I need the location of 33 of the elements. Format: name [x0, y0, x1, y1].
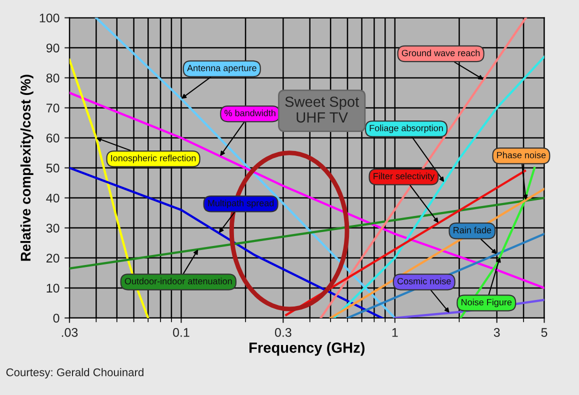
y-tick-label: 50: [46, 164, 60, 173]
text: Foliage absorption: [370, 124, 443, 134]
x-tick-label: 5: [541, 328, 548, 337]
text: Antenna aperture: [187, 64, 256, 74]
annotation: Sweet Spot UHF TV: [285, 96, 360, 123]
y-tick-label: 90: [46, 44, 60, 52]
text: % bandwidth: [224, 110, 276, 116]
series-label: Outdoor-indoor attenuation: [124, 278, 232, 284]
text: Rain fade: [454, 226, 492, 234]
x-tick-label: 3: [494, 328, 500, 337]
x-tick-label: 0.1: [173, 328, 190, 337]
y-tick-label: 10: [46, 284, 60, 293]
text: Courtesy: Gerald Chouinard: [6, 368, 144, 378]
text: Phase noise: [497, 152, 546, 158]
text: Filter selectivity: [374, 172, 435, 182]
y-tick-label: 80: [46, 74, 60, 82]
y-tick-label: 20: [46, 254, 60, 263]
y-tick-label: 40: [46, 194, 60, 203]
series-label: Noise Figure: [462, 298, 512, 308]
y-tick-label: 30: [46, 224, 60, 233]
text: Cosmic noise: [397, 278, 451, 284]
x-axis-title: Frequency (GHz): [250, 342, 364, 356]
y-tick-label: 0: [53, 314, 60, 323]
y-tick-label: 70: [46, 104, 60, 112]
x-tick-label: 0.3: [274, 328, 292, 337]
series-label: Ionospheric reflection: [111, 154, 196, 164]
series-label: Multipath spread: [208, 200, 274, 208]
x-tick-label: .03: [62, 328, 78, 337]
series-label: Ground wave reach: [402, 50, 480, 56]
x-tick-label: 1: [392, 328, 398, 337]
y-tick-label: 100: [40, 14, 60, 22]
y-tick-label: 60: [46, 134, 60, 143]
y-axis-title: Relative complexity/cost (%): [20, 74, 34, 261]
